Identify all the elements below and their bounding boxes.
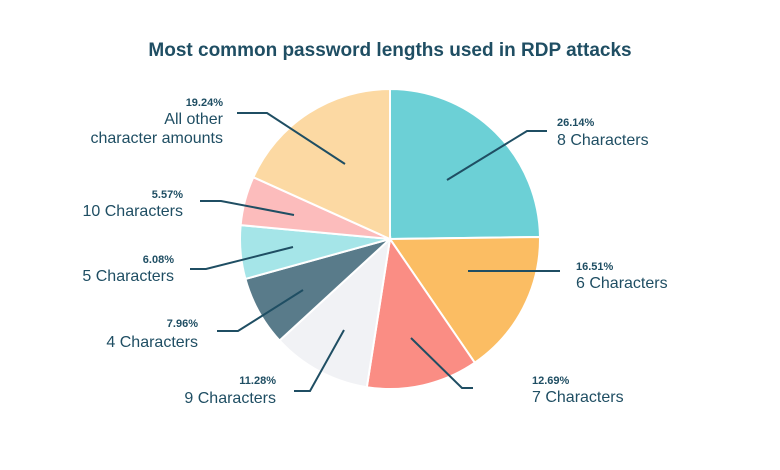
leader-line-6 (190, 246, 294, 270)
slice-category-label: 8 Characters (557, 132, 649, 149)
pie-slice-2 (388, 235, 541, 365)
pie-slice-1 (389, 87, 542, 241)
pie-slice-8 (251, 87, 391, 241)
leader-line-1 (446, 130, 547, 181)
pie-slices (239, 87, 542, 390)
slice-percent-label: 16.51% (576, 261, 614, 273)
slice-category-label: All other (164, 111, 223, 128)
slice-percent-label: 11.28% (239, 375, 276, 387)
leader-line-7 (200, 200, 295, 216)
leader-line-8 (237, 112, 346, 165)
leader-lines (190, 112, 560, 392)
leader-line-4 (294, 329, 345, 392)
leader-line-3 (410, 337, 473, 389)
slice-labels: 26.14% 8 Characters 16.51% 6 Characters 12.6… (82, 97, 667, 407)
slice-percent-label: 26.14% (557, 117, 595, 129)
chart-title: Most common password lengths used in RDP… (148, 40, 631, 61)
slice-category-label: 7 Characters (532, 389, 624, 406)
slice-percent-label: 7.96% (167, 318, 198, 330)
leader-line-5 (217, 289, 304, 332)
slice-percent-label: 12.69% (532, 375, 570, 387)
slice-category-label: character amounts (90, 130, 223, 147)
slice-percent-label: 19.24% (186, 97, 224, 109)
slice-category-label: 5 Characters (82, 268, 174, 285)
slice-category-label: 10 Characters (83, 203, 184, 220)
slice-category-label: 6 Characters (576, 275, 668, 292)
slice-category-label: 9 Characters (184, 390, 276, 407)
slice-category-label: 4 Characters (106, 334, 198, 351)
slice-percent-label: 5.57% (152, 189, 183, 201)
pie-slice-4 (278, 236, 392, 389)
slice-percent-label: 6.08% (143, 254, 174, 266)
pie-slice-3 (365, 236, 477, 390)
